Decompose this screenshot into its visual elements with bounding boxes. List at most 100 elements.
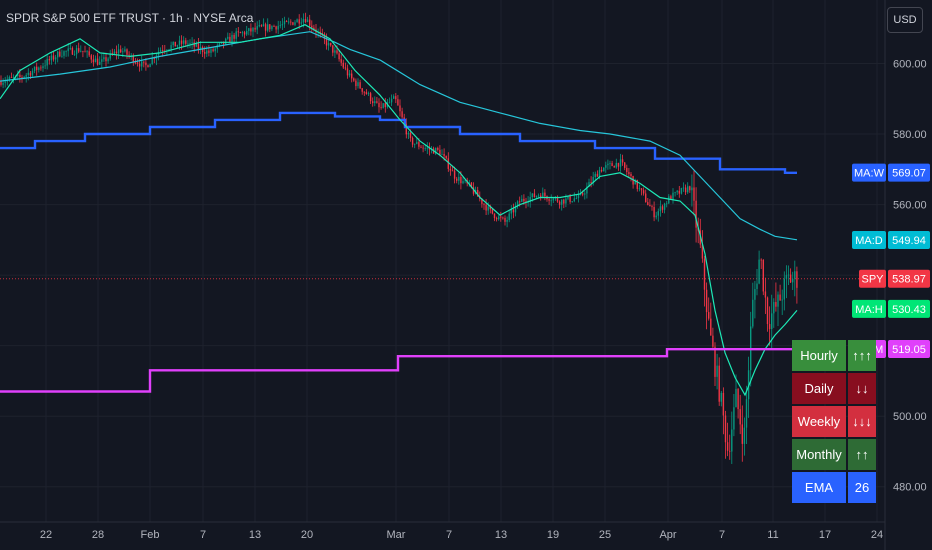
x-tick-label: 7 bbox=[200, 529, 206, 541]
candle-body bbox=[31, 70, 34, 76]
candle-body bbox=[204, 52, 206, 54]
candle-body bbox=[134, 62, 137, 64]
currency-button[interactable]: USD bbox=[887, 7, 923, 33]
candle-body bbox=[42, 66, 44, 69]
candle-body bbox=[172, 41, 174, 46]
candle-body bbox=[416, 142, 418, 144]
candle-body bbox=[50, 55, 53, 61]
candle-body bbox=[638, 188, 641, 190]
candle-body bbox=[726, 442, 729, 451]
candle-body bbox=[235, 31, 237, 39]
candle-body bbox=[521, 198, 523, 202]
candle-body bbox=[701, 244, 704, 259]
y-tick-label: 580.00 bbox=[893, 129, 927, 141]
candle-body bbox=[330, 42, 332, 46]
y-tick-label: 600.00 bbox=[893, 58, 927, 70]
y-tick-label: 480.00 bbox=[893, 482, 927, 494]
candle-body bbox=[590, 182, 592, 184]
candle-body bbox=[57, 51, 59, 58]
candle-body bbox=[378, 102, 380, 108]
candle-body bbox=[491, 209, 494, 214]
candle-body bbox=[552, 198, 554, 201]
candle-body bbox=[529, 197, 531, 202]
candle-body bbox=[325, 38, 328, 46]
candle-body bbox=[342, 62, 344, 68]
candle-body bbox=[792, 278, 794, 283]
trend-row-daily: Daily ↓↓ bbox=[792, 373, 876, 404]
candle-body bbox=[103, 57, 105, 60]
price-tag-value-ma-m bbox=[888, 339, 930, 358]
candle-body bbox=[596, 173, 599, 177]
candle-body bbox=[248, 28, 250, 31]
trend-table: Hourly ↑↑↑ Daily ↓↓ Weekly ↓↓↓ Monthly ↑… bbox=[792, 340, 876, 505]
price-tag-value-text: 519.05 bbox=[892, 344, 926, 356]
symbol-title: SPDR S&P 500 ETF TRUST · 1h · NYSE Arca bbox=[6, 11, 254, 25]
candle-body bbox=[678, 190, 680, 194]
candle-body bbox=[214, 48, 216, 52]
candle-body bbox=[642, 190, 645, 194]
price-tag-name-ma-h bbox=[852, 299, 886, 318]
candle-body bbox=[36, 66, 38, 70]
candle-body bbox=[82, 50, 84, 52]
price-tag-value-text: 538.97 bbox=[892, 274, 926, 286]
candle-body bbox=[143, 61, 145, 63]
candle-body bbox=[321, 33, 323, 35]
candle-body bbox=[78, 48, 80, 52]
candle-body bbox=[693, 187, 695, 201]
candle-body bbox=[537, 195, 540, 197]
candle-body bbox=[246, 30, 248, 35]
candle-body bbox=[502, 217, 504, 219]
candle-body bbox=[548, 199, 550, 201]
candle-body bbox=[506, 219, 508, 222]
candle-body bbox=[609, 163, 611, 164]
candle-body bbox=[794, 271, 796, 279]
candle-body bbox=[225, 38, 227, 45]
candle-body bbox=[363, 91, 365, 93]
candle-body bbox=[227, 36, 229, 39]
candle-body bbox=[458, 176, 460, 181]
candle-body bbox=[86, 51, 88, 53]
candle-body bbox=[117, 49, 120, 54]
trend-row-weekly: Weekly ↓↓↓ bbox=[792, 406, 876, 437]
candle-body bbox=[714, 346, 716, 377]
candle-body bbox=[756, 283, 758, 290]
candle-body bbox=[170, 45, 172, 50]
candle-body bbox=[575, 198, 578, 199]
candle-body bbox=[105, 57, 107, 62]
candle-body bbox=[388, 102, 391, 104]
candle-body bbox=[306, 19, 309, 23]
candle-body bbox=[617, 162, 620, 167]
candle-body bbox=[65, 51, 67, 52]
candle-body bbox=[691, 187, 693, 191]
candle-body bbox=[351, 73, 353, 79]
candle-body bbox=[33, 66, 36, 71]
candle-body bbox=[647, 202, 649, 205]
candle-body bbox=[96, 58, 99, 65]
candle-body bbox=[109, 53, 111, 59]
candle-body bbox=[687, 186, 689, 193]
candle-body bbox=[571, 201, 573, 203]
candle-body bbox=[48, 59, 50, 61]
candle-body bbox=[768, 324, 771, 329]
x-tick-label: 7 bbox=[719, 529, 725, 541]
price-tag-value-ma-h bbox=[888, 299, 930, 318]
candle-body bbox=[445, 155, 447, 159]
candle-body bbox=[348, 73, 351, 76]
x-tick-label: 17 bbox=[819, 529, 831, 541]
candle-body bbox=[283, 21, 286, 25]
candle-body bbox=[405, 123, 407, 135]
candle-body bbox=[561, 199, 563, 205]
x-tick-label: 11 bbox=[767, 529, 778, 541]
candle-body bbox=[630, 174, 632, 177]
candle-body bbox=[374, 101, 376, 104]
candle-body bbox=[327, 42, 330, 46]
candle-body bbox=[233, 34, 235, 39]
price-tag-value-text: 530.43 bbox=[892, 304, 926, 316]
candle-body bbox=[252, 27, 254, 32]
candle-body bbox=[254, 27, 256, 30]
candle-body bbox=[600, 169, 603, 172]
candle-body bbox=[80, 50, 82, 52]
trend-row-hourly: Hourly ↑↑↑ bbox=[792, 340, 876, 371]
price-tag-value-spy bbox=[888, 269, 930, 288]
